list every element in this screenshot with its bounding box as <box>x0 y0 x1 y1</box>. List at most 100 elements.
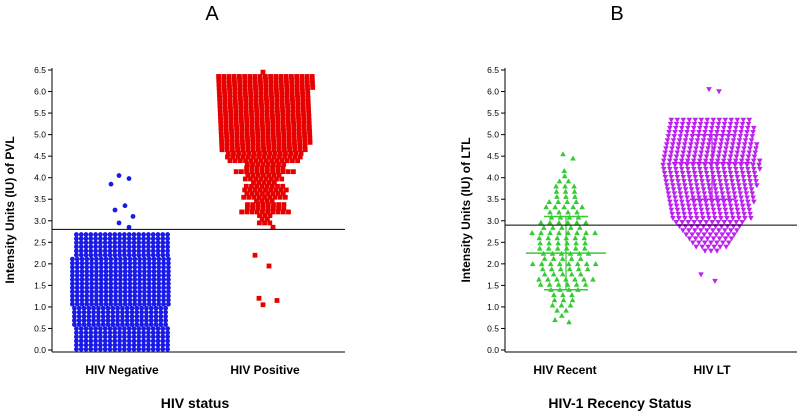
data-point <box>89 281 94 287</box>
data-point <box>265 209 271 215</box>
data-point <box>253 88 259 94</box>
data-point <box>117 232 122 237</box>
data-point <box>698 236 705 242</box>
data-point <box>270 191 276 197</box>
data-point <box>117 326 122 332</box>
data-point <box>679 121 686 127</box>
data-point <box>738 162 744 168</box>
data-point <box>127 285 133 291</box>
data-point <box>113 281 118 287</box>
data-point <box>243 96 249 101</box>
data-point <box>232 81 237 87</box>
data-point <box>124 309 130 315</box>
data-point <box>265 125 271 131</box>
data-point <box>254 118 260 123</box>
data-point <box>72 305 77 311</box>
data-point <box>116 220 122 226</box>
data-point <box>219 139 225 145</box>
data-point <box>276 202 282 208</box>
data-point <box>276 205 281 211</box>
data-point <box>70 281 75 287</box>
data-point <box>705 244 711 250</box>
data-point <box>243 158 248 164</box>
data-point <box>113 285 118 291</box>
data-point <box>728 175 735 181</box>
data-point <box>296 121 302 127</box>
data-point <box>86 322 92 327</box>
data-point <box>258 96 264 101</box>
data-point <box>264 114 270 120</box>
data-point <box>301 114 307 120</box>
data-point <box>232 158 238 164</box>
data-point <box>127 264 133 270</box>
data-point <box>746 150 753 156</box>
data-point <box>98 289 104 295</box>
data-point <box>560 292 566 298</box>
data-point <box>136 252 142 258</box>
data-point <box>556 178 563 184</box>
data-point <box>227 103 233 109</box>
data-point <box>118 281 123 287</box>
data-point <box>692 117 699 123</box>
data-point <box>225 150 231 156</box>
data-point <box>88 330 94 336</box>
data-point <box>279 158 285 164</box>
data-point <box>255 205 261 211</box>
data-point <box>728 150 735 156</box>
data-point <box>268 187 274 193</box>
data-point <box>276 161 281 167</box>
data-point <box>747 142 754 148</box>
data-point <box>166 268 171 274</box>
data-point <box>246 194 252 200</box>
data-point <box>216 81 222 87</box>
data-point <box>84 289 90 295</box>
data-point <box>682 183 688 189</box>
data-point <box>222 103 228 109</box>
data-point <box>263 88 269 94</box>
data-point <box>256 295 262 301</box>
data-point <box>726 130 732 136</box>
data-point <box>685 121 692 127</box>
data-point <box>703 121 710 127</box>
data-point <box>150 232 156 237</box>
data-point <box>103 268 109 274</box>
data-point <box>306 118 312 123</box>
data-point <box>264 110 270 116</box>
data-point <box>679 220 686 226</box>
data-point <box>126 240 132 246</box>
data-point <box>166 289 171 295</box>
data-point <box>146 346 151 352</box>
data-point <box>160 240 166 246</box>
data-point <box>305 99 311 105</box>
data-point <box>161 260 167 266</box>
data-point <box>710 117 717 123</box>
data-point <box>280 183 286 189</box>
data-point <box>88 252 94 258</box>
data-point <box>150 326 156 332</box>
data-point <box>306 114 312 120</box>
data-point <box>233 103 238 109</box>
data-point <box>699 179 705 185</box>
data-point <box>686 228 692 234</box>
data-point <box>698 228 704 234</box>
data-point <box>282 154 288 160</box>
data-point <box>733 154 740 160</box>
data-point <box>734 207 741 213</box>
data-point <box>227 92 233 98</box>
data-point <box>699 142 706 148</box>
data-point <box>551 297 558 303</box>
data-point <box>218 121 224 127</box>
data-point <box>279 92 285 98</box>
data-point <box>269 110 275 116</box>
data-point <box>284 96 290 101</box>
data-point <box>122 248 127 254</box>
data-point <box>249 209 255 215</box>
data-point <box>682 187 689 193</box>
y-tick-label: 4.0 <box>487 173 499 183</box>
data-point <box>148 314 154 319</box>
data-point <box>139 305 145 311</box>
data-point <box>102 334 108 340</box>
data-point <box>731 191 738 197</box>
data-point <box>265 202 271 208</box>
